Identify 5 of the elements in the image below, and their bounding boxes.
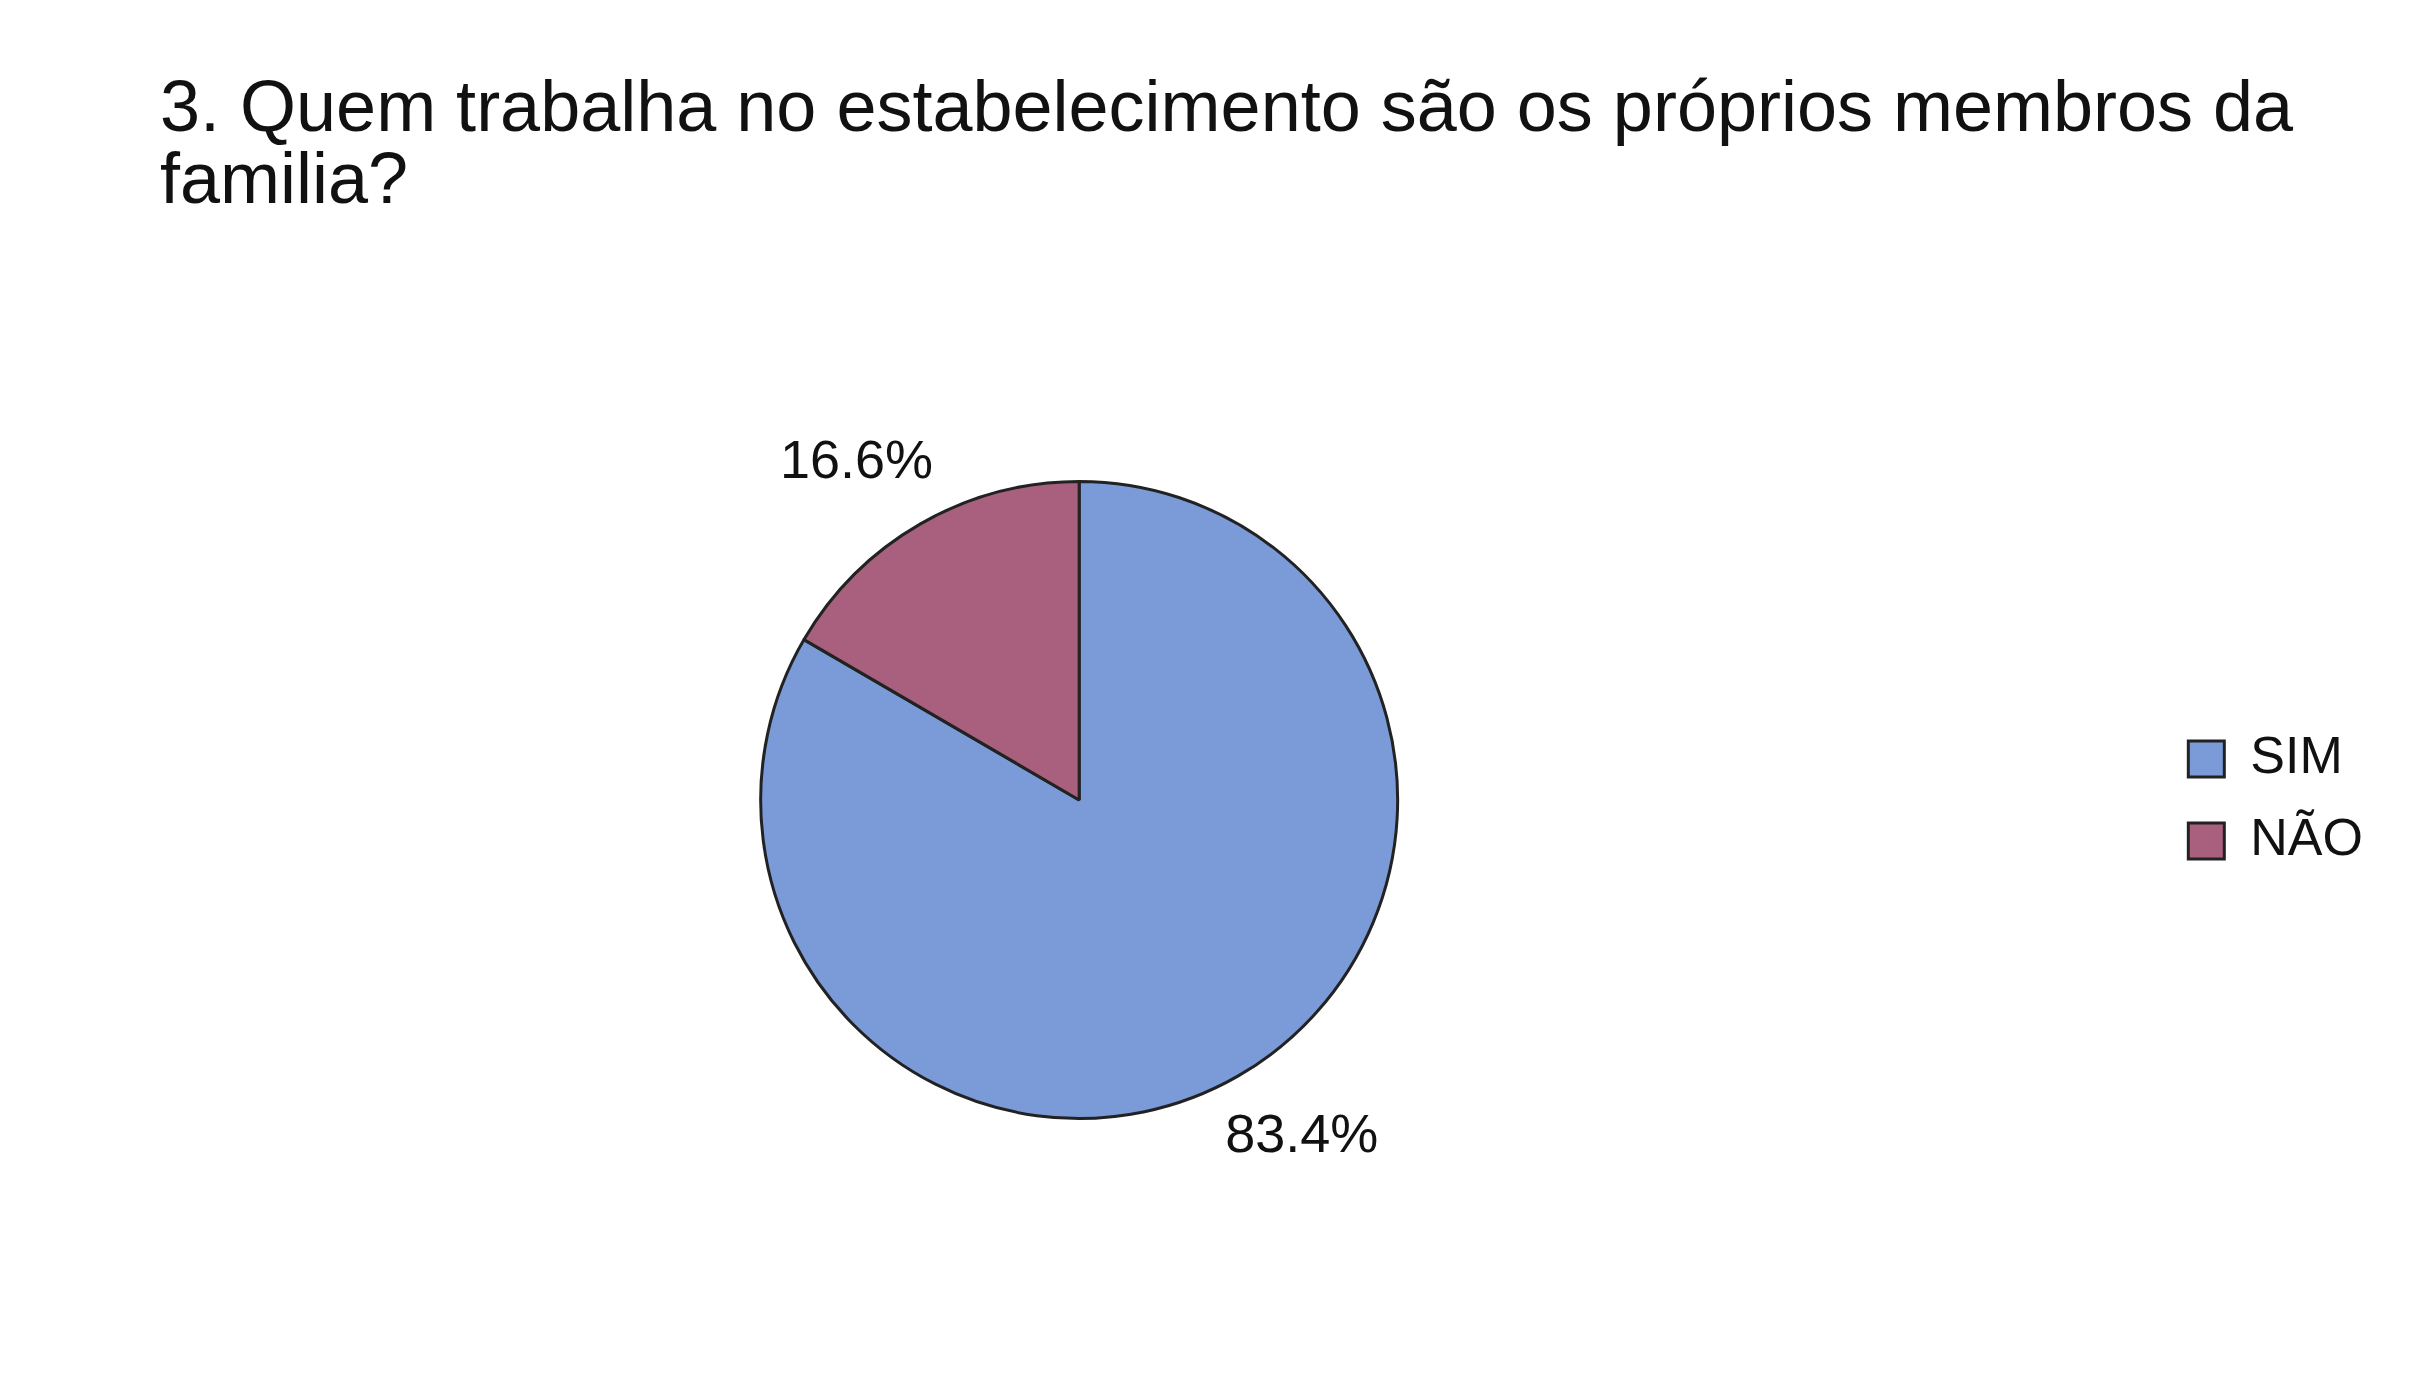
legend-label: NÃO: [2250, 808, 2363, 867]
data-label: 16.6%: [780, 429, 934, 490]
legend-label: SIM: [2250, 726, 2343, 785]
data-label: 83.4%: [1225, 1102, 1379, 1163]
chart-title: 3. Quem trabalha no estabelecimento são os próprios membros da familia?: [160, 66, 2295, 218]
